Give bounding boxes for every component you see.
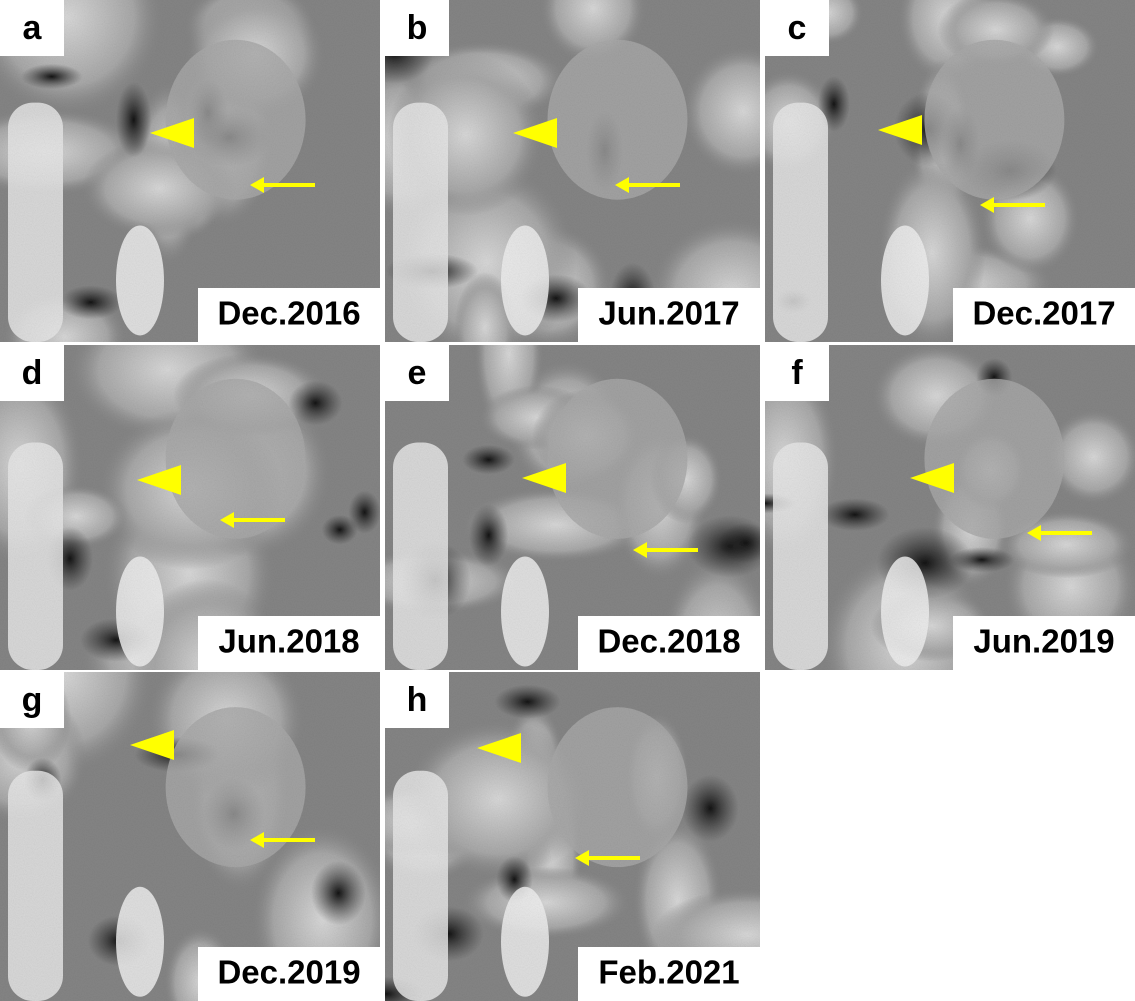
ct-panel: h Feb.2021 bbox=[341, 672, 843, 1001]
ct-fat bbox=[820, 498, 890, 531]
panel-date: Jun.2018 bbox=[218, 623, 359, 660]
panel-date: Jun.2019 bbox=[973, 623, 1114, 660]
ct-vessel bbox=[116, 557, 164, 667]
ct-vessel bbox=[393, 443, 448, 671]
panel-label: f bbox=[791, 354, 803, 392]
ct-vessel bbox=[393, 771, 448, 1001]
ct-mass bbox=[548, 707, 688, 867]
ct-panel: f Jun.2019 bbox=[730, 344, 1135, 739]
ct-fat bbox=[59, 285, 122, 319]
panel-label: c bbox=[788, 9, 807, 47]
ct-fat bbox=[21, 64, 83, 89]
panel-label: e bbox=[408, 354, 427, 392]
ct-image bbox=[730, 344, 1135, 739]
panel-label: b bbox=[407, 9, 428, 47]
panel-label: h bbox=[407, 681, 428, 719]
ct-vessel bbox=[8, 771, 63, 1001]
ct-vessel bbox=[8, 103, 63, 342]
page: a Dec.2016 b Jun.2017 c Dec.2017 d Jun.2018 e Dec… bbox=[0, 0, 1135, 1001]
ct-vessel bbox=[501, 225, 549, 335]
panel-date: Jun.2017 bbox=[598, 295, 739, 332]
ct-fat bbox=[311, 861, 366, 925]
ct-vessel bbox=[773, 103, 828, 342]
ct-panel: a Dec.2016 bbox=[0, 0, 380, 383]
panel-date: Feb.2021 bbox=[598, 954, 739, 991]
panel-date: Dec.2017 bbox=[972, 295, 1115, 332]
panel-date: Dec.2016 bbox=[217, 295, 360, 332]
ct-fat bbox=[288, 380, 342, 425]
ct-fat bbox=[462, 445, 514, 475]
ct-mass bbox=[166, 707, 306, 867]
ct-mass bbox=[924, 40, 1064, 200]
ct-vessel bbox=[881, 225, 929, 335]
ct-vessel bbox=[881, 557, 929, 667]
ct-mass bbox=[548, 379, 688, 539]
panel-date: Dec.2019 bbox=[217, 954, 360, 991]
ct-vessel bbox=[501, 887, 549, 997]
ct-vessel bbox=[8, 443, 63, 671]
ct-panel: b Jun.2017 bbox=[325, 0, 815, 382]
ct-vessel bbox=[501, 557, 549, 667]
ct-fat bbox=[322, 515, 358, 545]
ct-mass bbox=[166, 40, 306, 200]
ct-mass bbox=[924, 379, 1064, 539]
panel-label: g bbox=[22, 681, 43, 719]
ct-mass bbox=[166, 379, 306, 539]
ct-mass bbox=[548, 40, 688, 200]
ct-vessel bbox=[116, 225, 164, 335]
ct-fat bbox=[116, 82, 152, 158]
figure: a Dec.2016 b Jun.2017 c Dec.2017 d Jun.2018 e Dec… bbox=[0, 0, 1135, 1001]
panel-label: d bbox=[22, 354, 43, 392]
ct-vessel bbox=[773, 443, 828, 671]
ct-vessel bbox=[116, 887, 164, 997]
panel-date: Dec.2018 bbox=[597, 623, 740, 660]
ct-fat bbox=[469, 504, 508, 567]
ct-vessel bbox=[393, 103, 448, 342]
ct-fat bbox=[682, 775, 739, 842]
ct-fat bbox=[719, 523, 772, 563]
ct-panel: c Dec.2017 bbox=[743, 0, 1135, 348]
ct-fat bbox=[494, 685, 560, 719]
panel-label: a bbox=[23, 9, 43, 47]
